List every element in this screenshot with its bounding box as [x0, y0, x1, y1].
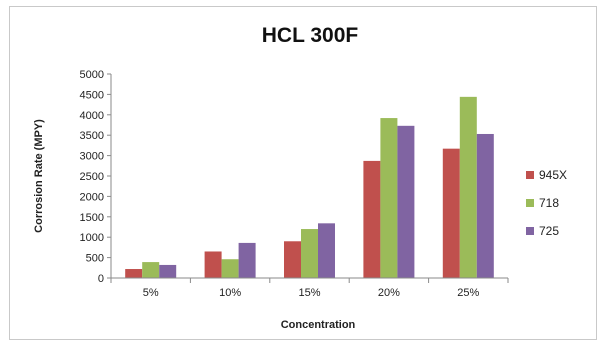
y-tick-label: 500: [86, 253, 104, 265]
bar-945X-10%: [204, 251, 222, 278]
chart-frame: [9, 6, 597, 340]
y-axis-title: Corrosion Rate (MPY): [33, 119, 45, 233]
bar-725-15%: [318, 223, 335, 278]
bar-945X-5%: [125, 269, 143, 278]
legend-label: 945X: [539, 168, 567, 182]
y-tick-label: 2000: [80, 191, 104, 203]
bar-725-20%: [397, 125, 415, 278]
x-tick-label: 20%: [378, 287, 400, 299]
bar-945X-20%: [363, 160, 381, 278]
legend-label: 725: [539, 224, 559, 238]
y-tick-label: 4500: [80, 89, 104, 101]
x-axis-ticks: 5% 10% 15% 20% 25%: [110, 278, 509, 299]
legend-swatch-945X: [526, 171, 534, 179]
x-tick-label: 5%: [143, 287, 159, 299]
legend-swatch-725: [526, 227, 534, 235]
legend: 945X 718 725: [526, 168, 567, 238]
bars-group: [125, 96, 494, 279]
bar-718-25%: [459, 96, 477, 279]
y-tick-label: 3000: [80, 151, 104, 163]
y-tick-label: 1000: [80, 232, 104, 244]
chart-title: HCL 300F: [262, 24, 359, 47]
x-tick-label: 10%: [219, 287, 241, 299]
x-tick-label: 25%: [457, 287, 479, 299]
y-axis-ticks: 0 500 1000 1500 2000 2500 3000 3500 4000 4500 5000: [80, 69, 111, 285]
bar-718-15%: [301, 229, 318, 278]
y-tick-label: 4000: [80, 110, 104, 122]
legend-swatch-718: [526, 199, 534, 207]
bar-945X-25%: [442, 148, 460, 278]
y-tick-label: 2500: [80, 171, 104, 183]
bar-725-25%: [476, 133, 494, 278]
axes: [110, 74, 508, 279]
legend-label: 718: [539, 196, 559, 210]
x-axis-title: Concentration: [281, 319, 356, 331]
y-tick-label: 5000: [80, 69, 104, 81]
bar-718-5%: [142, 262, 160, 278]
bar-718-10%: [221, 259, 239, 278]
bar-725-5%: [159, 264, 177, 278]
bar-725-10%: [238, 242, 256, 278]
x-tick-label: 15%: [298, 287, 320, 299]
y-tick-label: 0: [98, 273, 104, 285]
y-tick-label: 1500: [80, 212, 104, 224]
bar-945X-15%: [284, 241, 301, 278]
bar-718-20%: [380, 118, 398, 279]
y-tick-label: 3500: [80, 130, 104, 142]
